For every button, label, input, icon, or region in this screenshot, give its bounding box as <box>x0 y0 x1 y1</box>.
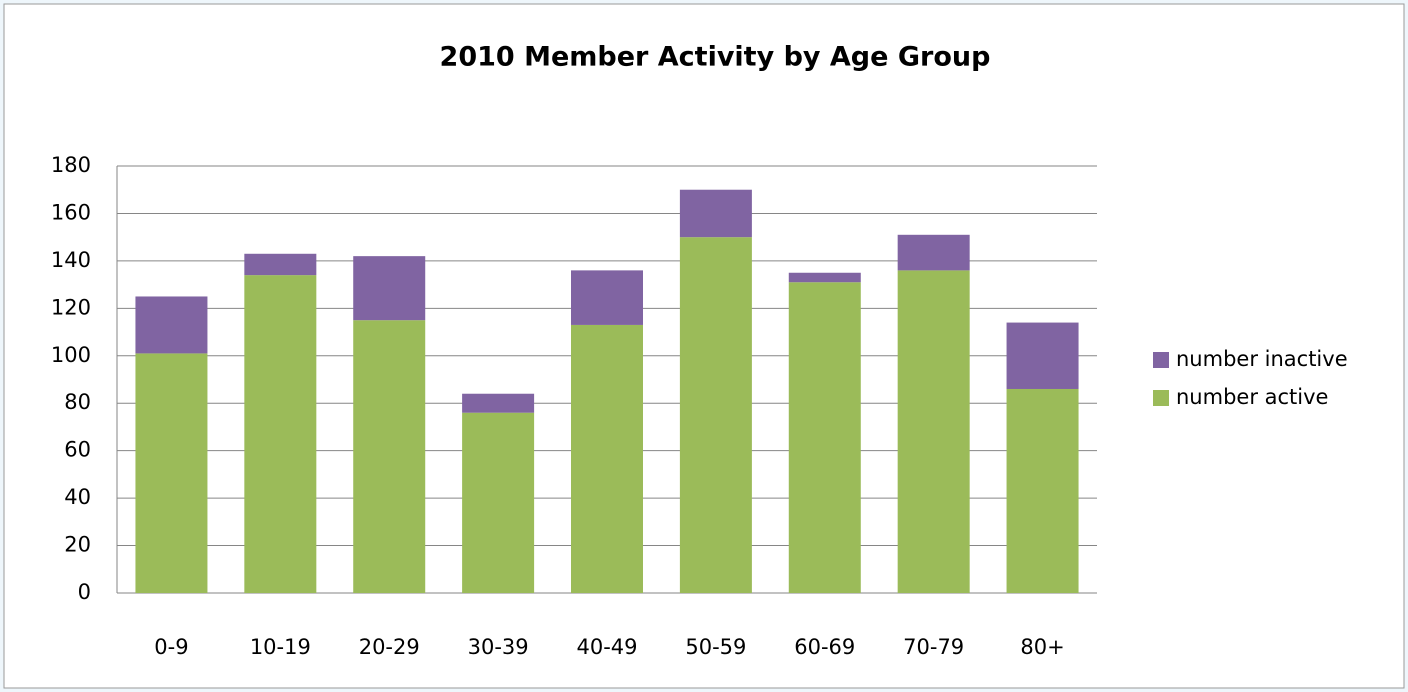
x-tick-label: 80+ <box>1020 635 1064 659</box>
y-tick-label: 120 <box>51 295 91 319</box>
y-tick-label: 100 <box>51 343 91 367</box>
legend-swatch <box>1153 352 1169 368</box>
y-tick-label: 40 <box>64 485 91 509</box>
bar-segment <box>353 320 426 593</box>
bar-segment <box>1006 388 1079 593</box>
y-tick-label: 160 <box>51 200 91 224</box>
y-tick-label: 60 <box>64 438 91 462</box>
bar-segment <box>897 234 970 271</box>
legend-label: number active <box>1176 385 1328 409</box>
y-tick-label: 0 <box>78 580 91 604</box>
bar-segment <box>244 275 317 593</box>
bar-segment <box>462 412 535 593</box>
bar-segment <box>571 324 643 593</box>
bar-segment <box>788 282 861 593</box>
x-tick-label: 30-39 <box>468 635 529 659</box>
x-tick-label: 60-69 <box>794 635 855 659</box>
x-tick-label: 20-29 <box>359 635 420 659</box>
x-tick-label: 50-59 <box>685 635 746 659</box>
bar-segment <box>897 270 970 593</box>
x-tick-label: 40-49 <box>576 635 637 659</box>
bar-segment <box>244 253 317 276</box>
y-tick-label: 140 <box>51 248 91 272</box>
bar-segment <box>135 353 208 593</box>
x-tick-label: 0-9 <box>154 635 188 659</box>
bar-segment <box>1006 322 1079 389</box>
bar-segment <box>353 256 426 321</box>
bar-segment <box>462 393 535 413</box>
bar-segment <box>679 189 752 238</box>
bar-segment <box>135 296 208 354</box>
bar-segment <box>571 270 643 325</box>
y-tick-label: 80 <box>64 390 91 414</box>
x-tick-label: 70-79 <box>903 635 964 659</box>
legend-label: number inactive <box>1176 347 1348 371</box>
chart-title: 2010 Member Activity by Age Group <box>440 42 991 73</box>
legend-swatch <box>1153 390 1169 406</box>
y-tick-label: 180 <box>51 153 91 177</box>
y-tick-label: 20 <box>64 533 91 557</box>
bar-segment <box>788 272 861 283</box>
x-tick-label: 10-19 <box>250 635 311 659</box>
bar-segment <box>679 237 752 593</box>
